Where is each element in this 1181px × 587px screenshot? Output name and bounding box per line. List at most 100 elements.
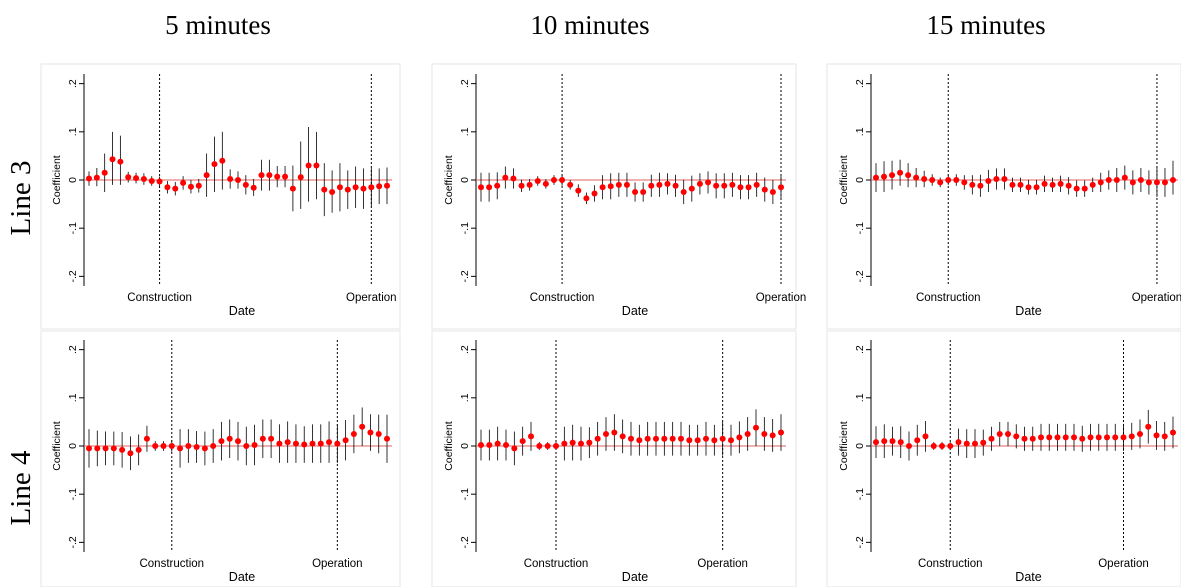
data-point <box>753 424 759 431</box>
data-point <box>276 440 283 447</box>
data-point <box>219 157 226 164</box>
data-point <box>1128 433 1135 440</box>
data-point <box>534 177 541 184</box>
data-point <box>282 173 289 180</box>
data-point <box>1161 433 1168 440</box>
data-point <box>140 176 147 183</box>
y-tick-label: -.1 <box>459 488 471 500</box>
data-point <box>1137 177 1144 183</box>
data-point <box>342 437 349 444</box>
data-point <box>761 430 768 437</box>
data-point <box>669 435 676 442</box>
data-point <box>1105 177 1112 183</box>
x-axis-label: Date <box>1015 570 1041 584</box>
data-point <box>550 177 557 183</box>
panel-line4-10min: -.2 -.1 0 .1 .2 Coefficient Construction Operat… <box>431 330 797 587</box>
y-axis-label: Coefficient <box>838 421 850 471</box>
data-point <box>688 185 695 192</box>
data-point <box>1112 434 1119 441</box>
y-tick-label: 0 <box>854 177 866 183</box>
data-point <box>1065 182 1072 189</box>
y-axis-label: Coefficient <box>51 155 63 205</box>
data-point <box>736 434 743 441</box>
y-tick-label: -.2 <box>854 536 866 548</box>
y-tick-label: .1 <box>459 127 471 136</box>
y-tick-label: .1 <box>67 127 79 136</box>
data-point <box>1161 179 1168 186</box>
data-point <box>640 189 647 196</box>
data-point <box>305 162 312 169</box>
data-point <box>536 443 543 449</box>
reference-line-label: Construction <box>139 558 204 570</box>
data-point <box>929 177 936 183</box>
reference-line-label: Construction <box>530 292 595 304</box>
panel-frame <box>431 330 797 587</box>
y-tick-label: -.2 <box>459 270 471 282</box>
data-point <box>945 177 952 183</box>
data-point <box>703 435 709 442</box>
data-point <box>769 432 776 439</box>
data-point <box>156 178 163 185</box>
data-point <box>1170 177 1176 183</box>
data-point <box>1104 434 1110 441</box>
data-point <box>486 184 493 191</box>
data-point <box>985 177 992 184</box>
column-title-10-minutes: 10 minutes <box>530 10 649 40</box>
reference-line-label: Construction <box>918 558 983 570</box>
panel-line4-15min: -.2 -.1 0 .1 .2 Coefficient Construction Operat… <box>826 330 1181 587</box>
data-point <box>1145 179 1152 186</box>
data-point <box>769 189 776 196</box>
y-tick-label: .1 <box>459 393 471 402</box>
data-point <box>680 189 687 196</box>
reference-line-label: Operation <box>697 558 748 570</box>
data-point <box>1005 430 1011 437</box>
data-point <box>955 439 962 446</box>
data-point <box>905 172 912 179</box>
data-point <box>591 190 598 197</box>
data-point <box>274 173 281 180</box>
data-point <box>478 184 484 191</box>
data-point <box>164 184 171 191</box>
reference-line-label: Construction <box>524 558 589 570</box>
data-point <box>148 177 155 184</box>
data-point <box>1121 174 1128 181</box>
data-point <box>897 169 904 176</box>
reference-line-label: Operation <box>1098 558 1149 570</box>
data-point <box>1021 435 1028 442</box>
x-axis-label: Date <box>229 304 255 318</box>
panel-line3-10min: -.2 -.1 0 .1 .2 Coefficient Construction Operat… <box>431 63 806 330</box>
reference-line-label: Construction <box>127 292 192 304</box>
data-point <box>623 181 630 188</box>
y-axis-label: Coefficient <box>51 421 63 471</box>
reference-line-label: Operation <box>1132 292 1181 304</box>
y-tick-label: -.1 <box>67 488 79 500</box>
data-point <box>1033 184 1040 191</box>
data-point <box>583 195 590 202</box>
data-point <box>972 440 978 447</box>
data-point <box>266 172 273 179</box>
data-point <box>177 445 184 452</box>
data-point <box>143 435 150 442</box>
data-point <box>561 440 568 447</box>
panel-line4-5min: -.2 -.1 0 .1 .2 Coefficient Construction Operat… <box>40 330 401 587</box>
data-point <box>125 174 132 181</box>
data-point <box>1137 430 1143 437</box>
data-point <box>336 184 343 191</box>
data-point <box>988 435 995 442</box>
data-point <box>289 185 296 192</box>
data-point <box>1025 184 1032 191</box>
data-point <box>1120 434 1127 441</box>
data-point <box>502 174 509 181</box>
data-point <box>326 439 333 446</box>
data-point <box>544 443 551 449</box>
y-tick-label: .2 <box>459 345 471 354</box>
row-label-line-3: Line 3 <box>5 161 37 236</box>
data-point <box>1113 177 1120 183</box>
y-tick-label: .2 <box>459 79 471 88</box>
y-tick-label: -.2 <box>854 270 866 282</box>
data-point <box>996 430 1003 437</box>
data-point <box>1170 429 1176 436</box>
data-point <box>86 175 92 182</box>
data-point <box>1046 434 1053 441</box>
y-tick-label: -.2 <box>459 536 471 548</box>
